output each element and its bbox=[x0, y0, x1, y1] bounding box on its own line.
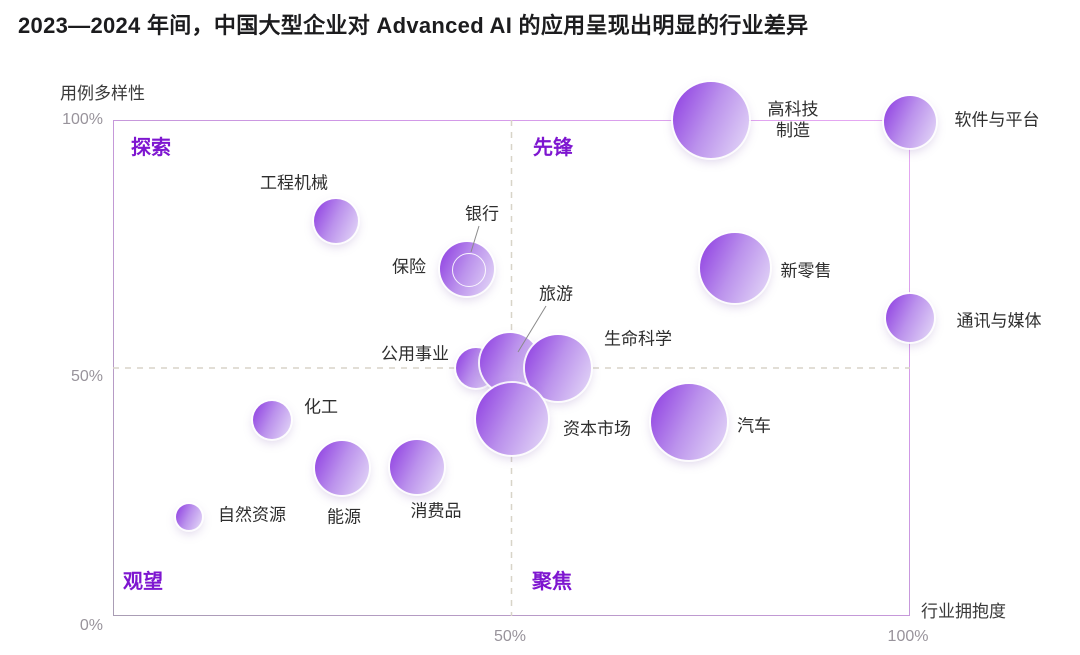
bubble-label-travel: 旅游 bbox=[539, 284, 573, 304]
bubble-label-energy: 能源 bbox=[327, 507, 361, 527]
quadrant-label-pioneer: 先锋 bbox=[533, 137, 573, 159]
bubble-label-new-retail: 新零售 bbox=[780, 261, 832, 281]
bubble-label-life-sciences: 生命科学 bbox=[604, 329, 672, 349]
quadrant-label-wait-see: 观望 bbox=[123, 571, 163, 593]
bubble-capital-markets bbox=[475, 383, 548, 456]
x-tick-50: 50% bbox=[493, 628, 527, 645]
bubble-label-auto: 汽车 bbox=[737, 416, 771, 436]
bubble-label-high-tech-mfg: 高科技 制造 bbox=[767, 99, 819, 140]
bubble-telecom-media bbox=[886, 294, 934, 343]
bubble-label-chemicals: 化工 bbox=[304, 397, 338, 417]
quadrant-label-focus: 聚焦 bbox=[532, 571, 572, 593]
bubble-new-retail bbox=[699, 232, 770, 303]
bubble-label-insurance: 保险 bbox=[392, 257, 426, 277]
bubble-label-software-platforms: 软件与平台 bbox=[954, 110, 1040, 130]
bubble-banking bbox=[452, 252, 487, 287]
bubble-label-banking: 银行 bbox=[465, 204, 499, 224]
bubble-chemicals bbox=[253, 400, 292, 439]
bubble-label-capital-markets: 资本市场 bbox=[563, 419, 631, 439]
bubble-engineering-machinery bbox=[314, 198, 359, 243]
bubble-label-consumer-goods: 消费品 bbox=[410, 501, 462, 521]
bubble-high-tech-mfg bbox=[672, 82, 749, 158]
bubble-label-engineering-machinery: 工程机械 bbox=[260, 173, 328, 193]
x-tick-100: 100% bbox=[887, 628, 929, 645]
bubble-label-telecom-media: 通讯与媒体 bbox=[956, 311, 1042, 331]
bubble-energy bbox=[314, 441, 369, 496]
bubble-natural-resources bbox=[175, 503, 202, 530]
x-axis-title: 行业拥抱度 bbox=[921, 602, 1006, 621]
y-axis-title: 用例多样性 bbox=[60, 84, 145, 103]
y-tick-0: 0% bbox=[79, 617, 103, 634]
quadrant-label-explore: 探索 bbox=[131, 137, 171, 159]
bubble-consumer-goods bbox=[389, 440, 444, 495]
y-tick-50: 50% bbox=[70, 368, 103, 385]
bubble-auto bbox=[651, 383, 728, 460]
chart-title: 2023—2024 年间，中国大型企业对 Advanced AI 的应用呈现出明… bbox=[18, 13, 809, 38]
bubble-label-natural-resources: 自然资源 bbox=[218, 505, 286, 525]
y-tick-100: 100% bbox=[62, 111, 103, 128]
bubble-label-utilities: 公用事业 bbox=[381, 344, 449, 364]
bubble-software-platforms bbox=[884, 95, 936, 148]
